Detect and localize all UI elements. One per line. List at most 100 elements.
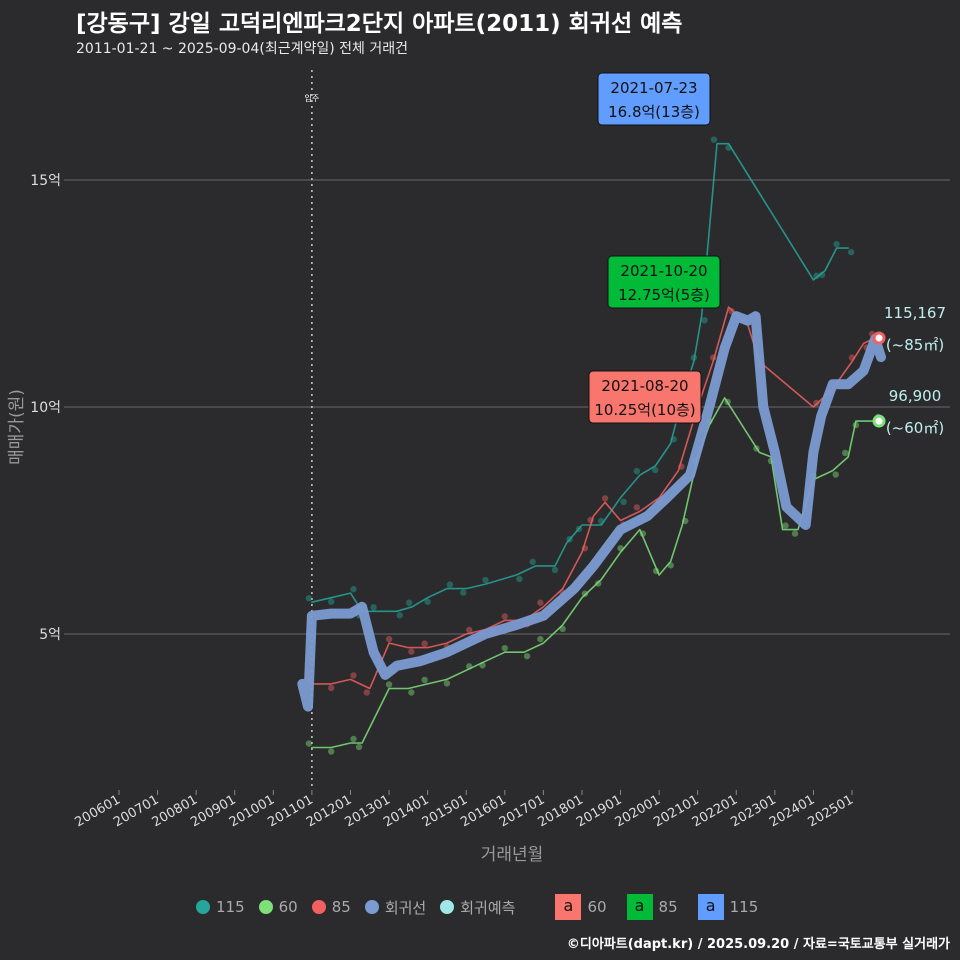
data-point-60 xyxy=(501,644,508,652)
annotation-date: 2021-10-20 xyxy=(620,262,707,280)
legend-key-regression xyxy=(364,900,379,914)
data-point-85 xyxy=(587,516,594,524)
legend-key-85 xyxy=(311,900,326,914)
data-point-60 xyxy=(523,652,531,660)
prediction-point xyxy=(872,414,886,428)
data-point-60 xyxy=(479,662,486,669)
data-point-60 xyxy=(581,590,589,597)
annotation-box xyxy=(607,255,721,309)
prediction-point xyxy=(872,331,886,345)
data-point-60 xyxy=(421,676,428,684)
annotation-date: 2021-07-23 xyxy=(610,79,697,97)
prediction-value: 96,900 xyxy=(889,387,942,405)
data-point-60 xyxy=(350,735,357,743)
data-point-115 xyxy=(833,240,840,248)
data-point-60 xyxy=(852,421,860,429)
legend-label: 115 xyxy=(216,898,245,916)
data-point-60 xyxy=(724,398,731,406)
data-point-85 xyxy=(709,354,717,361)
data-point-115 xyxy=(396,612,403,619)
data-point-115 xyxy=(575,525,583,533)
data-point-85 xyxy=(581,545,589,552)
data-point-115 xyxy=(529,558,536,566)
data-point-60 xyxy=(682,517,689,525)
data-point-115 xyxy=(847,248,855,256)
y-tick-label: 15억 xyxy=(30,173,61,189)
y-tick-label: 10억 xyxy=(30,400,61,416)
data-point-60 xyxy=(617,545,624,552)
series-line-85 xyxy=(311,306,876,690)
data-point-60 xyxy=(791,530,799,537)
data-point-85 xyxy=(813,399,820,407)
data-point-115 xyxy=(406,599,413,606)
data-point-85 xyxy=(327,684,335,692)
footer-credit: ©디아파트(dapt.kr) / 2025.09.20 / 자료=국토교통부 실… xyxy=(566,937,950,952)
data-point-85 xyxy=(848,354,856,361)
data-point-60 xyxy=(466,663,473,670)
data-point-115 xyxy=(424,598,431,605)
annotation-price: 16.8억(13층) xyxy=(608,103,700,121)
data-point-85 xyxy=(678,463,685,470)
annotation-price: 10.25억(10층) xyxy=(594,401,695,419)
legend-label: 85 xyxy=(658,898,678,916)
y-axis-title: 매매가(원) xyxy=(7,389,27,465)
data-point-85 xyxy=(385,635,393,643)
data-point-115 xyxy=(350,585,357,593)
data-point-115 xyxy=(446,581,454,588)
data-point-115 xyxy=(305,595,313,602)
move-in-label: 입주 xyxy=(305,94,320,103)
legend: 115 60 85 회귀선 회귀예측 a 60 a 85 a 115 xyxy=(188,894,758,920)
data-point-115 xyxy=(813,272,820,280)
legend-key-prediction xyxy=(440,900,455,914)
data-point-115 xyxy=(620,498,627,505)
chart-title: [강동구] 강일 고덕리엔파크2단지 아파트(2011) 회귀선 예측 xyxy=(76,11,683,37)
data-point-85 xyxy=(537,599,544,606)
data-point-115 xyxy=(690,354,698,361)
data-point-115 xyxy=(818,271,826,278)
legend-label: 115 xyxy=(729,898,759,916)
data-point-115 xyxy=(725,144,732,151)
data-point-60 xyxy=(305,740,313,747)
legend-box-60: a xyxy=(555,894,582,920)
legend-box-115: a xyxy=(697,894,724,920)
legend-box-85: a xyxy=(626,894,653,920)
data-point-60 xyxy=(667,562,674,569)
y-tick-label: 5억 xyxy=(39,627,61,643)
data-point-60 xyxy=(408,689,415,696)
data-point-60 xyxy=(832,471,839,478)
data-point-115 xyxy=(327,598,335,605)
series-line-회귀선 xyxy=(297,311,886,712)
data-point-85 xyxy=(501,613,508,620)
series-line-60 xyxy=(311,397,876,749)
annotation-box xyxy=(588,370,702,424)
data-point-115 xyxy=(633,467,641,475)
legend-key-60 xyxy=(258,900,273,914)
series-line-115 xyxy=(311,142,849,613)
prediction-value: 115,167 xyxy=(884,304,946,322)
data-point-85 xyxy=(350,672,357,679)
data-point-115 xyxy=(566,536,573,543)
legend-label: 회귀선 xyxy=(384,898,427,917)
data-point-115 xyxy=(551,566,559,574)
legend-label: 60 xyxy=(587,898,607,916)
data-point-60 xyxy=(782,522,789,529)
data-point-60 xyxy=(753,445,760,452)
data-point-85 xyxy=(363,689,370,696)
annotation-price: 12.75억(5층) xyxy=(618,286,710,304)
annotation-date: 2021-08-20 xyxy=(601,377,688,395)
data-point-85 xyxy=(408,648,415,655)
legend-label: 85 xyxy=(331,898,351,916)
data-point-85 xyxy=(421,640,428,647)
data-point-60 xyxy=(537,635,544,643)
x-axis-title: 거래년월 xyxy=(481,845,544,865)
legend-label: 회귀예측 xyxy=(460,898,516,917)
data-point-60 xyxy=(652,567,660,575)
data-point-85 xyxy=(466,626,473,634)
data-point-60 xyxy=(595,580,602,587)
data-point-115 xyxy=(598,517,605,525)
prediction-area: (~85㎡) xyxy=(886,336,944,354)
data-point-115 xyxy=(460,589,467,596)
data-point-60 xyxy=(385,681,393,688)
